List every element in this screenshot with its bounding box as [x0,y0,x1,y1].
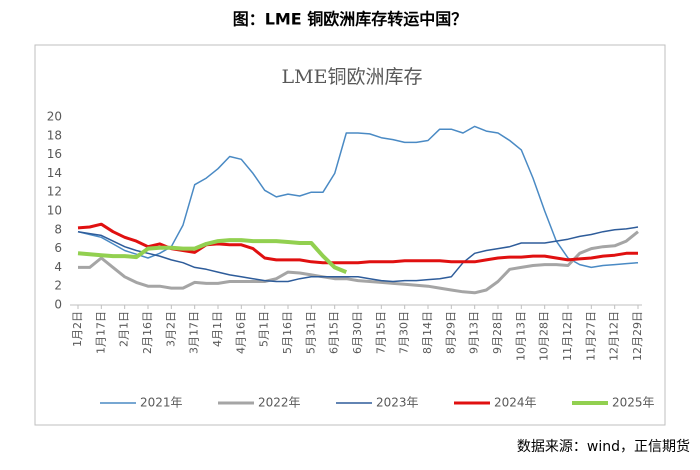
series-line [77,226,639,283]
legend-label: 2023年 [376,396,419,410]
y-tick-label: 16 [47,147,62,161]
x-tick-label: 5月16日 [281,311,294,354]
y-tick-label: 8 [54,222,62,236]
x-tick-label: 6月30日 [351,311,364,354]
x-tick-label: 7月15日 [374,311,387,354]
x-tick-label: 2月1日 [118,311,131,347]
x-tick-label: 11月27日 [584,311,597,361]
header-title: 图：LME 铜欧洲库存转运中国？ [233,10,468,29]
y-tick-label: 14 [47,166,62,180]
legend-label: 2022年 [258,396,301,410]
x-tick-label: 8月14日 [421,311,434,354]
x-tick-label: 11月12日 [561,311,574,361]
x-tick-label: 4月16日 [234,311,247,354]
y-tick-label: 6 [54,241,62,255]
x-tick-label: 2月16日 [141,311,154,354]
x-tick-label: 12月12日 [608,311,621,361]
series-line [77,238,348,274]
y-tick-label: 2 [54,279,62,293]
y-tick-label: 0 [54,298,62,312]
y-tick-label: 20 [47,110,62,124]
x-tick-label: 3月17日 [188,311,201,354]
x-tick-label: 1月17日 [94,311,107,354]
y-tick-label: 18 [47,128,62,142]
x-tick-label: 12月29日 [631,311,644,361]
x-tick-label: 5月31日 [304,311,317,354]
x-tick-label: 3月2日 [164,311,177,347]
series-line [78,230,639,295]
y-tick-label: 4 [54,260,62,274]
y-tick-label: 12 [47,185,62,199]
source: 数据来源：wind，正信期货 [517,438,690,455]
legend-label: 2024年 [494,396,537,410]
legend-label: 2021年 [140,396,183,410]
chart-frame [34,44,666,426]
x-tick-label: 10月13日 [514,311,527,361]
x-tick-label: 6月15日 [328,311,341,354]
x-tick-label: 8月29日 [444,311,457,354]
x-tick-label: 9月28日 [491,311,504,354]
x-tick-label: 9月13日 [468,311,481,354]
x-tick-label: 10月28日 [538,311,551,361]
x-tick-label: 4月1日 [211,311,224,347]
y-tick-label: 10 [47,204,62,218]
legend-label: 2025年 [612,396,655,410]
x-tick-label: 7月30日 [398,311,411,354]
x-tick-label: 5月1日 [258,311,271,347]
chart-title: LME铜欧洲库存 [282,66,423,88]
x-tick-label: 1月2日 [71,311,84,347]
